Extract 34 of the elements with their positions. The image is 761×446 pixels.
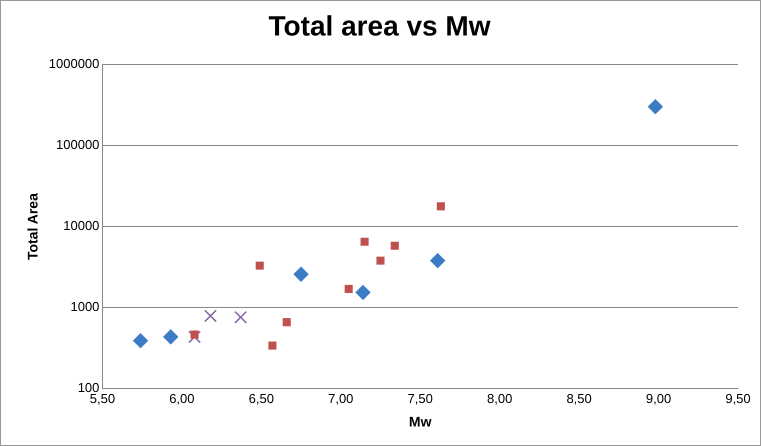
point xyxy=(376,256,385,265)
point xyxy=(256,262,264,270)
chart-title: Total area vs Mw xyxy=(268,10,491,42)
x-tick-label: 9,50 xyxy=(725,390,751,406)
point xyxy=(356,284,370,300)
point xyxy=(188,330,201,344)
point xyxy=(268,342,276,350)
y-tick-label: 1000000 xyxy=(48,56,100,72)
point xyxy=(648,99,663,114)
y-tick-label: 1000 xyxy=(70,299,100,314)
x-tick-label: 8,00 xyxy=(486,390,512,406)
y-tick-label: 10000 xyxy=(63,218,100,234)
y-tick-label: 100000 xyxy=(56,137,100,152)
point xyxy=(294,266,309,282)
x-tick-label: 8,50 xyxy=(566,390,592,406)
y-tick-label: 100 xyxy=(78,380,100,396)
point xyxy=(344,284,353,293)
point xyxy=(282,318,291,326)
point xyxy=(204,309,217,322)
x-axis-title: Mw xyxy=(408,413,432,430)
point xyxy=(436,202,445,210)
point xyxy=(190,330,199,339)
point xyxy=(360,238,369,246)
point xyxy=(390,242,399,250)
point xyxy=(234,310,248,324)
point xyxy=(163,329,178,344)
x-tick-label: 9,00 xyxy=(646,390,672,406)
x-tick-label: 7,00 xyxy=(328,390,354,406)
x-tick-label: 7,50 xyxy=(408,390,433,406)
point xyxy=(430,253,446,268)
x-tick-label: 6,00 xyxy=(169,390,195,406)
y-axis-title: Total Area xyxy=(24,192,40,260)
point xyxy=(133,333,148,348)
x-tick-label: 6,50 xyxy=(248,390,274,406)
